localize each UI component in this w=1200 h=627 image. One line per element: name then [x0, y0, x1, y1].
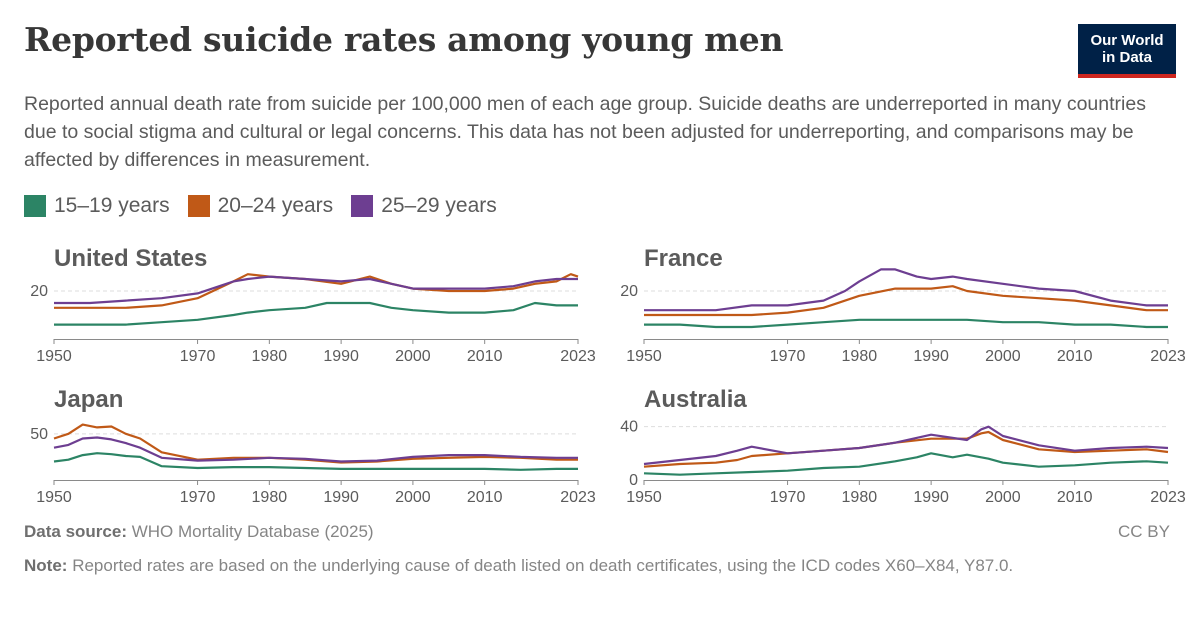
y-tick-label: 20 — [30, 283, 48, 300]
y-tick-label: 50 — [30, 426, 48, 443]
x-tick-label: 2000 — [395, 489, 431, 506]
x-tick-label: 1970 — [180, 348, 216, 365]
x-tick-label: 1990 — [913, 348, 949, 365]
chart-subtitle: Reported annual death rate from suicide … — [24, 93, 1146, 171]
x-tick-label: 1950 — [36, 489, 72, 506]
legend-swatch — [24, 195, 46, 217]
chart-japan: 50 1950 1970 1980 1990 2000 2010 2023 — [30, 423, 596, 506]
legend-item-15-19[interactable]: 15–19 years — [24, 194, 170, 218]
x-tick-label: 2010 — [1057, 348, 1093, 365]
legend-label: 15–19 years — [54, 194, 170, 217]
x-tick-label: 1970 — [180, 489, 216, 506]
series-line-3 — [54, 275, 578, 305]
x-tick-label: 2000 — [985, 489, 1021, 506]
panel-australia: Australia 0 40 1950 1970 1980 1990 2000 2010 202… — [614, 386, 1186, 526]
x-tick-label: 2010 — [1057, 489, 1093, 506]
x-tick-label: 2010 — [467, 489, 503, 506]
panel-title: France — [644, 245, 723, 272]
license-link[interactable]: CC BY — [1118, 522, 1170, 541]
data-source: Data source: WHO Mortality Database (202… — [24, 522, 374, 542]
series-line-1 — [643, 452, 1169, 476]
logo-line-2: in Data — [1101, 49, 1152, 66]
x-tick-label: 1970 — [770, 348, 806, 365]
x-tick-label: 1980 — [252, 348, 288, 365]
series-line-3 — [643, 425, 1169, 466]
x-tick-label: 1980 — [842, 348, 878, 365]
x-tick-label: 1980 — [842, 489, 878, 506]
data-source-link[interactable]: WHO Mortality Database (2025) — [131, 522, 374, 541]
legend-swatch — [351, 195, 374, 217]
x-tick-label: 1950 — [36, 348, 72, 365]
series-line-1 — [644, 318, 1168, 329]
series-line-3 — [644, 268, 1168, 312]
x-tick-label: 2023 — [1150, 489, 1186, 506]
x-tick-label: 2023 — [560, 489, 596, 506]
y-tick-label: 40 — [620, 419, 638, 436]
logo-line-1: Our World — [1090, 32, 1164, 49]
x-tick-label: 2023 — [1150, 348, 1186, 365]
legend-item-25-29[interactable]: 25–29 years — [351, 194, 497, 218]
series-line-2 — [643, 430, 1169, 468]
x-tick-label: 1990 — [913, 489, 949, 506]
panel-japan: Japan 50 1950 1970 1980 1990 2000 2010 2023 — [24, 386, 596, 526]
series-line-1 — [54, 301, 578, 326]
panel-france: France 20 1950 1970 1980 1990 2000 2010 2023 — [614, 245, 1186, 385]
panel-title: United States — [54, 245, 208, 272]
panel-title: Japan — [54, 386, 124, 413]
x-tick-label: 2010 — [467, 348, 503, 365]
legend-label: 25–29 years — [381, 194, 497, 217]
x-tick-label: 1990 — [323, 489, 359, 506]
legend-item-20-24[interactable]: 20–24 years — [187, 194, 334, 218]
x-tick-label: 2023 — [560, 348, 596, 365]
x-tick-label: 2000 — [395, 348, 431, 365]
legend-label: 20–24 years — [217, 194, 334, 217]
y-tick-label: 20 — [620, 283, 638, 300]
chart-australia: 0 40 1950 1970 1980 1990 2000 2010 2023 — [620, 419, 1186, 506]
legend: 15–19 years 20–24 years 25–29 years — [24, 194, 497, 218]
x-tick-label: 1950 — [626, 489, 662, 506]
note: Note: Reported rates are based on the un… — [24, 554, 1104, 578]
y-tick-label: 0 — [629, 472, 638, 489]
legend-swatch — [187, 195, 210, 217]
note-label: Note: — [24, 556, 68, 575]
x-tick-label: 1950 — [626, 348, 662, 365]
x-tick-label: 1970 — [770, 489, 806, 506]
x-tick-label: 2000 — [985, 348, 1021, 365]
panel-united-states: United States 20 1950 1970 1980 1990 2000 2010… — [24, 245, 596, 385]
x-tick-label: 1990 — [323, 348, 359, 365]
note-text: Reported rates are based on the underlyi… — [72, 556, 1014, 575]
data-source-label: Data source: — [24, 522, 127, 541]
series-line-1 — [53, 452, 578, 471]
chart-united-states: 20 1950 1970 1980 1990 2000 2010 2023 — [30, 273, 596, 365]
panel-title: Australia — [644, 386, 747, 413]
series-line-3 — [53, 436, 578, 463]
owid-logo[interactable]: Our World in Data — [1078, 24, 1176, 78]
series-line-2 — [644, 285, 1168, 317]
page-title: Reported suicide rates among young men — [24, 20, 784, 59]
chart-france: 20 1950 1970 1980 1990 2000 2010 2023 — [620, 268, 1186, 365]
x-tick-label: 1980 — [252, 489, 288, 506]
